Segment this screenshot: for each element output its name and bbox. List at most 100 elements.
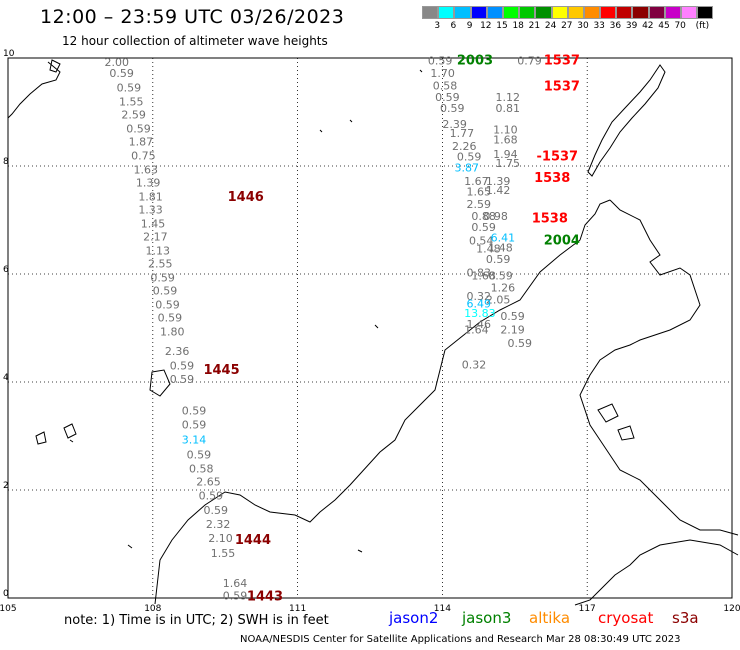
pass-time-label: -1537 [537,150,579,165]
satellite-label-jason3: jason3 [462,609,512,627]
satellite-label-s3a: s3a [672,609,699,627]
wave-height-label: 2.10 [208,532,233,545]
wave-height-label: 0.59 [153,285,178,298]
legend-label: 21 [528,21,541,31]
wave-height-label: 1.67 [464,175,489,188]
wave-height-label: 0.59 [500,310,525,323]
wave-height-label: 6.49 [467,297,492,310]
legend-swatch [422,6,439,19]
x-tick-label: 111 [289,604,306,614]
wave-height-label: 0.59 [155,299,180,312]
wave-height-label: 1.80 [160,326,185,339]
pass-time-label: 1444 [235,533,271,548]
map-border [7,57,733,599]
wave-height-label: 0.59 [117,81,142,94]
borneo-southeast [574,539,739,606]
satellite-label-altika: altika [529,609,571,627]
wave-height-label: 2.59 [467,198,492,211]
west-islands [35,423,77,445]
wave-height-label: 0.58 [189,463,214,476]
wave-height-label: 0.59 [223,590,248,603]
reef-dots [69,69,423,553]
wave-height-label: 2.26 [452,140,477,153]
wave-height-label: 13.83 [464,307,496,320]
wave-height-label: 0.59 [199,490,224,503]
wave-height-label: 0.32 [462,359,487,372]
wave-height-label: 1.65 [467,186,492,199]
wave-height-label: 1.48 [476,242,501,255]
satellite-label-cryosat: cryosat [598,609,654,627]
legend-label: 15 [496,21,508,31]
wave-height-values: 2.000.590.591.552.590.591.870.751.631.39… [105,54,542,602]
wave-height-label: 0.59 [158,312,183,325]
legend-swatch [664,6,681,19]
legend-label: 30 [577,21,589,31]
palawan-island [587,64,666,177]
legend-swatch [697,6,714,19]
wave-height-label: 0.59 [457,151,482,164]
wave-height-label: 0.54 [469,234,494,247]
x-tick-label: 114 [434,604,451,614]
wave-height-label: 1.26 [491,281,515,294]
pass-time-label: 1538 [534,171,570,186]
legend-swatch [551,6,568,19]
y-tick-label: 8 [3,157,9,167]
wave-height-label: 2.55 [148,258,173,271]
wave-height-label: 0.59 [203,504,228,517]
pass-time-label: 2004 [544,233,580,248]
legend-swatch [486,6,503,19]
legend-swatch [438,6,455,19]
satellite-label-jason2: jason2 [389,609,439,627]
legend-label: 36 [609,21,622,31]
wave-height-label: 2.17 [143,231,168,244]
y-tick-label: 0 [3,589,9,599]
legend-label: 45 [658,21,670,31]
legend-label: 12 [480,21,492,31]
wave-height-label: 1.68 [493,133,517,146]
legend-swatch [470,6,487,19]
wave-height-label: 0.59 [435,91,460,104]
legend-swatch [632,6,649,19]
wave-height-label: 1.48 [488,241,512,254]
pass-time-label: 1445 [203,363,239,378]
wave-height-label: 1.42 [486,184,511,197]
wave-height-label: 1.77 [450,127,475,140]
wave-height-label: 1.10 [493,124,517,137]
pass-time-label: 1538 [532,212,568,227]
y-tick-label: 6 [3,265,9,275]
wave-height-label: 6.41 [491,232,515,245]
legend-swatch [567,6,584,19]
wave-height-label: 1.64 [464,323,489,336]
legend-label: 27 [561,21,573,31]
borneo-north [579,199,739,536]
color-scale-legend: 3 6 9 12 15 18 21 24 27 30 33 36 39 42 45 70 (ft) [422,6,714,31]
x-tick-label: 105 [0,604,17,614]
wave-height-label: 0.83 [467,267,492,280]
wave-height-label: 0.59 [126,123,150,136]
wave-height-label: 1.39 [136,177,161,190]
legend-label: 70 [674,21,686,31]
wave-height-label: 0.59 [182,404,207,417]
wave-height-label: 0.59 [170,373,195,386]
pass-time-label: 1537 [544,53,580,68]
map-frame: 105 108 111 114 117 120 0 2 4 6 8 10 [0,49,740,614]
wave-height-label: 2.00 [105,56,129,69]
wave-height-label: 1.55 [211,547,236,560]
coastlines [7,59,739,606]
wave-height-label: 2.59 [121,108,146,121]
wave-height-label: 0.75 [131,150,156,163]
wave-height-label: 1.75 [495,157,520,170]
legend-swatch [648,6,665,19]
chart-subtitle: 12 hour collection of altimeter wave hei… [62,34,328,48]
pass-time-label: 2003 [457,53,493,68]
wave-height-label: 1.64 [223,577,248,590]
wave-height-label: 0.59 [440,102,465,115]
pass-time-label: 1446 [228,190,264,205]
wave-height-label: 2.36 [165,345,190,358]
legend-swatch [454,6,471,19]
phu-quoc-island [49,59,61,73]
wave-height-label: 2.65 [196,476,221,489]
wave-height-label: 0.32 [467,290,492,303]
y-tick-label: 2 [3,481,9,491]
wave-height-label: 2.39 [442,118,467,131]
